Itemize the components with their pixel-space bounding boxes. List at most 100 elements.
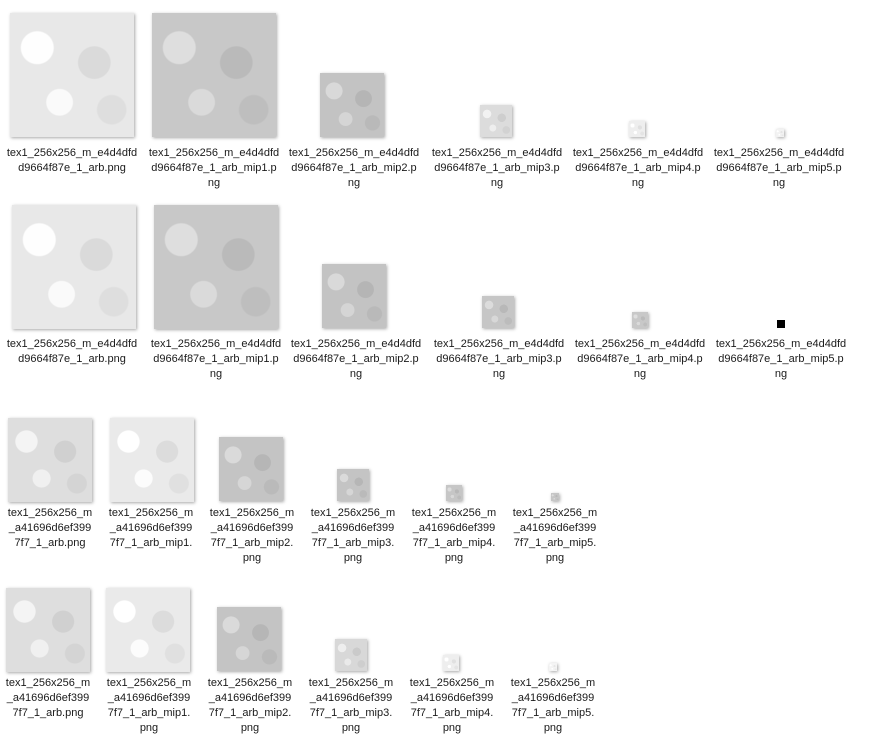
file-name-line: tex1_256x256_m xyxy=(510,677,596,689)
file-name-line: 7f7_1_arb_mip5. xyxy=(513,537,597,549)
file-name-line: _a41696d6ef399 xyxy=(513,522,597,534)
file-name-line: tex1_256x256_m_e4d4dfd xyxy=(572,147,704,159)
image-thumbnail xyxy=(6,588,90,672)
file-name-line: tex1_256x256_m_e4d4dfd xyxy=(713,147,845,159)
file-name-line: png xyxy=(240,722,260,734)
file-name-line: _a41696d6ef399 xyxy=(6,692,90,704)
file-name-line: _a41696d6ef399 xyxy=(511,692,595,704)
image-thumbnail xyxy=(480,105,512,137)
image-thumbnail xyxy=(10,13,134,137)
file-name-line: png xyxy=(341,722,361,734)
file-name-label: tex1_256x256_m _a41696d6ef399 7f7_1_arb_mi… xyxy=(307,506,399,566)
file-name-line: d9664f87e_1_arb.png xyxy=(18,353,126,365)
file-name-label: tex1_256x256_m _a41696d6ef399 7f7_1_arb_mi… xyxy=(305,676,397,736)
file-name-line: png xyxy=(444,552,464,564)
image-thumbnail xyxy=(152,13,276,137)
file-name-line: d9664f87e_1_arb_mip4.p xyxy=(575,162,701,174)
file-name-line: png xyxy=(343,552,363,564)
file-name-line: ng xyxy=(347,177,361,189)
file-name-line: ng xyxy=(631,177,645,189)
file-name-line: tex1_256x256_m xyxy=(409,677,495,689)
image-thumbnail xyxy=(219,437,283,501)
file-name-line: _a41696d6ef399 xyxy=(109,522,193,534)
image-thumbnail xyxy=(8,418,92,502)
file-name-line: tex1_256x256_m xyxy=(108,507,194,519)
file-name-line: 7f7_1_arb.png xyxy=(14,537,86,549)
file-name-label: tex1_256x256_m_e4d4dfd d9664f87e_1_arb.pn… xyxy=(5,146,139,176)
file-name-label: tex1_256x256_m _a41696d6ef399 7f7_1_arb_mi… xyxy=(507,676,599,736)
file-name-line: _a41696d6ef399 xyxy=(412,522,496,534)
file-name-line: ng xyxy=(774,368,788,380)
file-name-line: d9664f87e_1_arb_mip2.p xyxy=(291,162,417,174)
image-thumbnail xyxy=(320,73,384,137)
file-name-line: tex1_256x256_m_e4d4dfd xyxy=(574,338,706,350)
file-name-line: _a41696d6ef399 xyxy=(208,692,292,704)
file-name-label: tex1_256x256_m _a41696d6ef399 7f7_1_arb_mi… xyxy=(105,506,197,551)
file-name-label: tex1_256x256_m_e4d4dfd d9664f87e_1_arb_mi… xyxy=(432,337,566,382)
image-thumbnail xyxy=(154,205,278,329)
file-name-label: tex1_256x256_m _a41696d6ef399 7f7_1_arb_mi… xyxy=(408,506,500,566)
file-name-label: tex1_256x256_m_e4d4dfd d9664f87e_1_arb_mi… xyxy=(573,337,707,382)
file-name-line: ng xyxy=(209,368,223,380)
image-thumbnail xyxy=(777,320,785,328)
file-name-line: png xyxy=(242,552,262,564)
file-name-label: tex1_256x256_m_e4d4dfd d9664f87e_1_arb_mi… xyxy=(289,337,423,382)
file-name-line: tex1_256x256_m xyxy=(209,507,295,519)
image-thumbnail xyxy=(337,469,369,501)
file-name-line: tex1_256x256_m xyxy=(310,507,396,519)
file-name-label: tex1_256x256_m_e4d4dfd d9664f87e_1_arb.pn… xyxy=(5,337,139,367)
file-name-line: png xyxy=(545,552,565,564)
file-name-line: d9664f87e_1_arb_mip5.p xyxy=(716,162,842,174)
file-name-line: tex1_256x256_m_e4d4dfd xyxy=(148,147,280,159)
image-thumbnail xyxy=(551,493,559,501)
file-name-line: _a41696d6ef399 xyxy=(311,522,395,534)
file-name-line: tex1_256x256_m xyxy=(5,677,91,689)
file-name-label: tex1_256x256_m _a41696d6ef399 7f7_1_arb.pn… xyxy=(4,506,96,551)
file-name-line: tex1_256x256_m xyxy=(106,677,192,689)
file-name-line: tex1_256x256_m_e4d4dfd xyxy=(290,338,422,350)
file-name-label: tex1_256x256_m _a41696d6ef399 7f7_1_arb_mi… xyxy=(206,506,298,566)
image-thumbnail xyxy=(335,639,367,671)
file-name-line: _a41696d6ef399 xyxy=(210,522,294,534)
file-name-line: tex1_256x256_m_e4d4dfd xyxy=(150,338,282,350)
file-name-line: _a41696d6ef399 xyxy=(309,692,393,704)
file-name-line: 7f7_1_arb_mip2. xyxy=(210,537,294,549)
file-name-line: png xyxy=(139,722,159,734)
image-thumbnail xyxy=(106,588,190,672)
file-name-line: tex1_256x256_m xyxy=(308,677,394,689)
image-thumbnail xyxy=(322,264,386,328)
file-name-line: ng xyxy=(207,177,221,189)
file-name-line: tex1_256x256_m xyxy=(512,507,598,519)
file-name-label: tex1_256x256_m _a41696d6ef399 7f7_1_arb.pn… xyxy=(2,676,94,721)
image-thumbnail xyxy=(446,485,462,501)
file-name-line: png xyxy=(543,722,563,734)
file-name-line: d9664f87e_1_arb_mip5.p xyxy=(718,353,844,365)
file-name-label: tex1_256x256_m _a41696d6ef399 7f7_1_arb_mi… xyxy=(509,506,601,566)
file-name-line: tex1_256x256_m_e4d4dfd xyxy=(715,338,847,350)
file-name-line: _a41696d6ef399 xyxy=(8,522,92,534)
file-name-line: 7f7_1_arb_mip4. xyxy=(412,537,496,549)
file-name-line: tex1_256x256_m_e4d4dfd xyxy=(6,338,138,350)
file-name-line: d9664f87e_1_arb_mip4.p xyxy=(577,353,703,365)
file-name-label: tex1_256x256_m_e4d4dfd d9664f87e_1_arb_mi… xyxy=(287,146,421,191)
image-thumbnail xyxy=(549,663,557,671)
file-name-line: tex1_256x256_m xyxy=(411,507,497,519)
file-name-line: tex1_256x256_m xyxy=(7,507,93,519)
file-name-line: d9664f87e_1_arb_mip3.p xyxy=(436,353,562,365)
file-name-label: tex1_256x256_m_e4d4dfd d9664f87e_1_arb_mi… xyxy=(147,146,281,191)
file-name-line: d9664f87e_1_arb_mip2.p xyxy=(293,353,419,365)
file-name-line: 7f7_1_arb_mip2. xyxy=(208,707,292,719)
file-name-label: tex1_256x256_m _a41696d6ef399 7f7_1_arb_mi… xyxy=(103,676,195,736)
file-name-line: d9664f87e_1_arb_mip1.p xyxy=(151,162,277,174)
file-name-line: tex1_256x256_m_e4d4dfd xyxy=(431,147,563,159)
file-name-line: 7f7_1_arb_mip3. xyxy=(309,707,393,719)
image-thumbnail xyxy=(12,205,136,329)
file-name-line: png xyxy=(442,722,462,734)
file-name-line: d9664f87e_1_arb_mip3.p xyxy=(434,162,560,174)
image-thumbnail xyxy=(443,655,459,671)
file-name-line: 7f7_1_arb_mip4. xyxy=(410,707,494,719)
file-name-line: ng xyxy=(490,177,504,189)
file-name-line: d9664f87e_1_arb_mip1.p xyxy=(153,353,279,365)
file-name-line: d9664f87e_1_arb.png xyxy=(18,162,126,174)
file-name-line: tex1_256x256_m_e4d4dfd xyxy=(288,147,420,159)
